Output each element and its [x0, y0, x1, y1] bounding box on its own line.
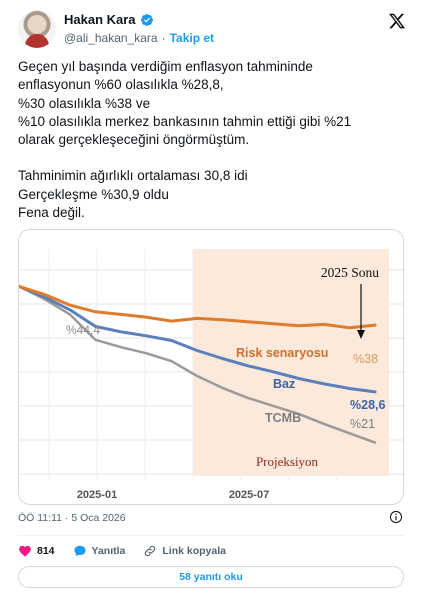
copy-link-button[interactable]: Link kopyala: [143, 544, 226, 558]
series-label-tcmb: TCMB: [265, 411, 301, 425]
like-button[interactable]: 814: [18, 544, 55, 558]
reply-button[interactable]: Yanıtla: [73, 544, 126, 558]
separator-dot: ·: [161, 31, 166, 45]
year-end-annotation: 2025 Sonu: [321, 265, 379, 280]
copy-link-label: Link kopyala: [162, 545, 226, 557]
series-end-label-baz: %28,6: [350, 398, 385, 412]
handle-row: @ali_hakan_kara · Takip et: [64, 31, 214, 45]
inflation-chart: Projeksiyon 2025 Sonu %44,4 Risk senaryo…: [19, 249, 403, 501]
tweet-timestamp[interactable]: ÖÖ 11:11 · 5 Oca 2026: [18, 512, 126, 524]
series-label-risk: Risk senaryosu: [236, 346, 328, 360]
series-end-label-risk: %38: [353, 352, 378, 366]
tweet-time: ÖÖ 11:11: [18, 512, 62, 524]
author-handle[interactable]: @ali_hakan_kara: [64, 31, 158, 45]
chart-image-card[interactable]: Projeksiyon 2025 Sonu %44,4 Risk senaryo…: [18, 229, 404, 505]
tweet-paragraph-1: Geçen yıl başında verdiğim enflasyon tah…: [18, 59, 352, 148]
series-end-label-tcmb: %21: [350, 417, 375, 431]
year-end-arrow: [357, 284, 365, 339]
verified-badge-icon: [140, 13, 153, 26]
tweet-actions: 814 Yanıtla Link kopyala: [18, 544, 244, 558]
reply-label: Yanıtla: [91, 545, 126, 557]
avatar[interactable]: [18, 10, 56, 48]
tweet-date: 5 Oca 2026: [71, 512, 126, 524]
tweet-text: Geçen yıl başında verdiğim enflasyon tah…: [18, 58, 404, 222]
divider: [18, 535, 404, 536]
author-name[interactable]: Hakan Kara: [64, 12, 136, 27]
tweet-header: Hakan Kara @ali_hakan_kara · Takip et: [18, 10, 408, 50]
series-line-risk-senaryosu: [19, 284, 377, 330]
series-line-tcmb: [19, 285, 377, 444]
series-label-baz: Baz: [273, 377, 295, 391]
timestamp-separator: ·: [64, 512, 69, 524]
x-logo-icon[interactable]: [388, 12, 406, 30]
tweet-paragraph-2: Tahminimin ağırlıklı ortalaması 30,8 idi…: [18, 168, 248, 221]
start-value-annotation: %44,4: [66, 323, 100, 337]
projection-label: Projeksiyon: [256, 454, 319, 469]
reply-bubble-icon: [73, 545, 86, 557]
like-count: 814: [37, 545, 55, 557]
author-name-row: Hakan Kara: [64, 12, 154, 27]
info-icon[interactable]: [389, 510, 403, 524]
link-icon: [145, 545, 156, 557]
series-line-baz: [19, 284, 377, 394]
x-tick-label-2: 2025-07: [229, 489, 269, 501]
x-tick-label-1: 2025-01: [77, 489, 117, 501]
follow-button[interactable]: Takip et: [169, 31, 215, 45]
projection-band: [193, 249, 389, 476]
read-replies-button[interactable]: 58 yanıtı oku: [18, 566, 404, 588]
heart-icon: [19, 545, 31, 557]
